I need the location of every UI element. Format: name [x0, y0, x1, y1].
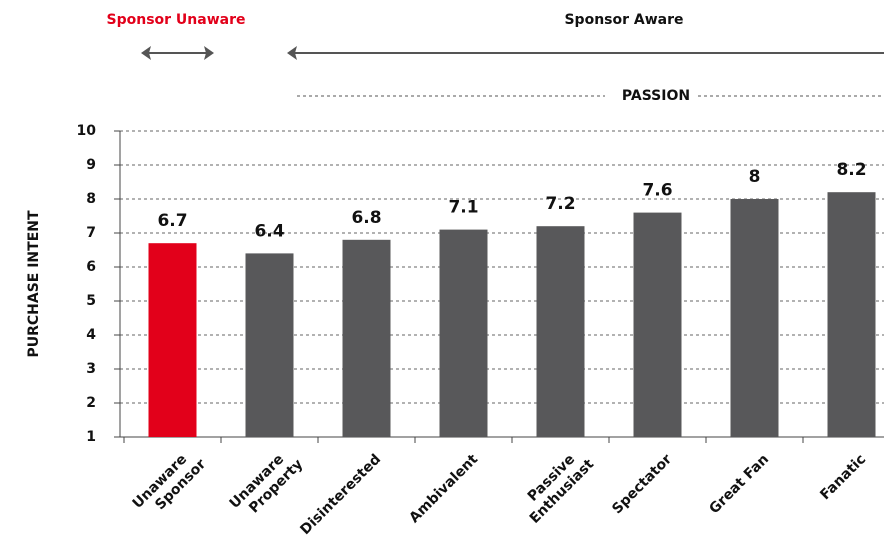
annotation: PASSION — [622, 88, 690, 104]
y-tick-label: 10 — [77, 123, 97, 139]
data-label: 8.2 — [836, 160, 866, 180]
y-tick-label: 2 — [86, 395, 96, 411]
data-label: 6.8 — [351, 208, 381, 228]
data-label: 6.4 — [254, 221, 284, 241]
data-label: 8 — [749, 167, 761, 187]
x-tick-label: Great Fan — [706, 451, 772, 517]
y-tick-label: 7 — [86, 225, 96, 241]
x-tick-label: Great Fan — [706, 451, 772, 517]
bar — [148, 243, 197, 437]
x-tick-label: Ambivalent — [406, 451, 481, 526]
data-label: 7.2 — [545, 194, 575, 214]
x-tick-label: Ambivalent — [406, 451, 481, 526]
annotation: Sponsor Aware — [564, 12, 683, 28]
bar — [633, 212, 682, 437]
bar — [439, 229, 488, 437]
y-tick-label: 3 — [86, 361, 96, 377]
bar — [536, 226, 585, 437]
y-tick-label: 9 — [86, 157, 96, 173]
bar — [730, 199, 779, 437]
x-tick-label: Fanatic — [817, 451, 869, 503]
x-tick-label: Disinterested — [297, 451, 384, 538]
x-tick-label: Spectator — [609, 451, 675, 517]
x-tick-label: Disinterested — [297, 451, 384, 538]
data-label: 6.7 — [157, 211, 187, 231]
y-tick-label: 5 — [86, 293, 96, 309]
bar — [245, 253, 294, 437]
y-tick-label: 6 — [86, 259, 96, 275]
y-tick-label: 8 — [86, 191, 96, 207]
y-tick-label: 4 — [86, 327, 96, 343]
data-label: 7.1 — [448, 198, 478, 218]
y-tick-label: 1 — [86, 429, 96, 445]
x-tick-label: Fanatic — [817, 451, 869, 503]
y-axis-label: PURCHASE INTENT — [26, 210, 42, 358]
bar — [827, 192, 876, 437]
bar — [342, 239, 391, 437]
annotation: Sponsor Unaware — [107, 12, 246, 28]
unaware-arrow — [141, 46, 214, 60]
data-label: 7.6 — [642, 181, 672, 201]
aware-arrow — [287, 46, 884, 60]
x-tick-label: Spectator — [609, 451, 675, 517]
